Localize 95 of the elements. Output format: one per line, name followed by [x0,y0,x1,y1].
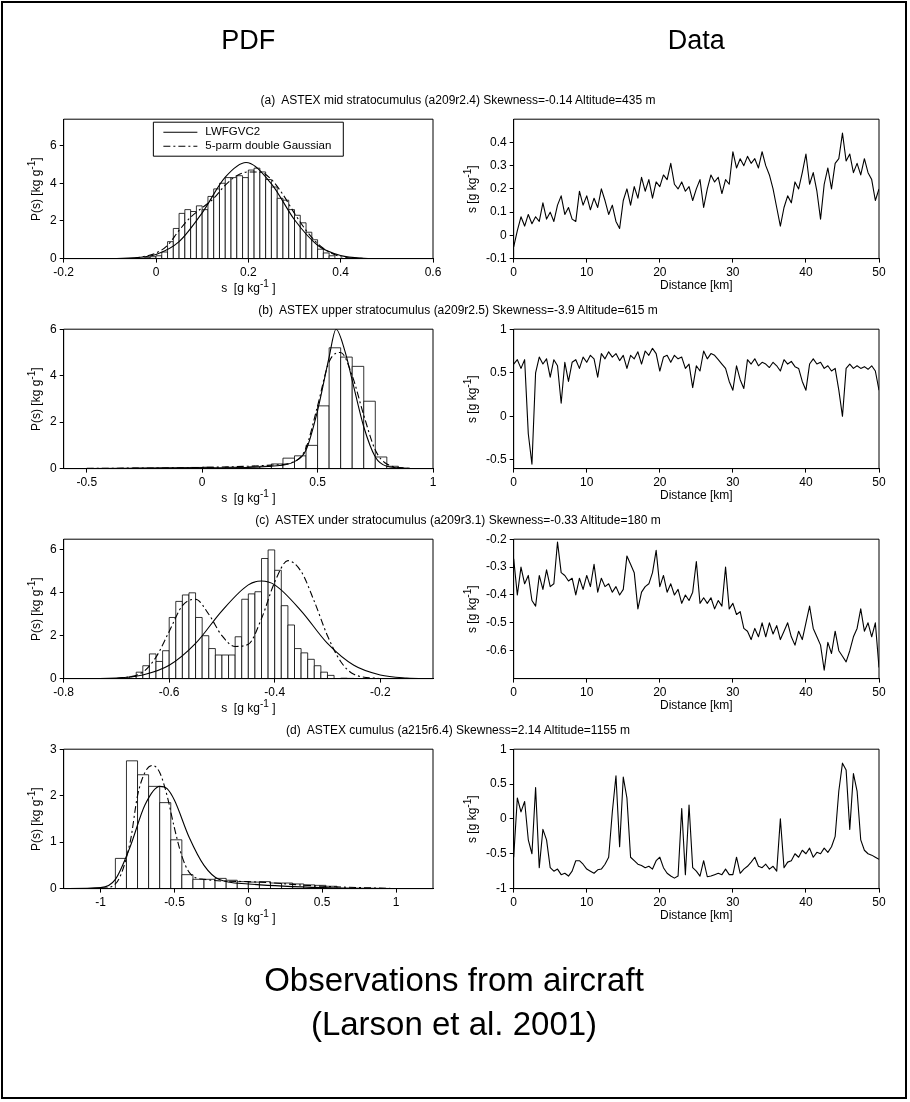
x-tick-label: 10 [580,475,594,490]
y-tick-label: 6 [49,542,57,557]
x-tick-label: 0.5 [309,475,327,490]
y-tick-label: 0.5 [489,365,507,380]
text: (a) ASTEX mid stratocumulus (a209r2.4) Skewness=-0.14 Altitude=435 m [259,93,657,107]
x-axis-title: s [g kg$^{-1}$ ] [220,697,277,715]
y-tick-label: 0.3 [489,157,507,172]
x-axis-title: Distance [km] [659,277,734,292]
x-tick-label: 0.2 [239,265,257,280]
x-tick-label: 0.5 [313,895,331,910]
x-tick-label: 30 [726,475,740,490]
x-tick-label: 40 [799,895,813,910]
y-tick-label: -0.4 [485,587,507,602]
y-tick-label: 4 [49,175,57,190]
text: (c) ASTEX under stratocumulus (a209r3.1) Skewness=-0.33 Altitude=180 m [254,513,662,527]
x-tick-label: 0 [510,685,518,700]
x-tick-label: -0.2 [369,685,391,700]
x-axis-title: Distance [km] [659,697,734,712]
x-tick-label: 20 [653,895,667,910]
x-tick-label: 0.6 [424,265,442,280]
y-tick-label: 0 [49,460,57,475]
y-tick-label: 1 [499,741,507,756]
y-tick-label: 4 [49,367,57,382]
x-tick-label: 30 [726,265,740,280]
x-tick-label: 20 [653,475,667,490]
x-tick-label: 30 [726,685,740,700]
x-tick-label: 10 [580,265,594,280]
x-tick-label: 10 [580,685,594,700]
y-tick-label: 0.5 [489,776,507,791]
legend-label: 5-parm double Gaussian [205,139,332,152]
y-tick-label: 2 [49,213,57,228]
x-tick-label: 40 [799,265,813,280]
x-tick-label: 0 [244,895,252,910]
y-tick-label: -0.6 [485,643,507,658]
chart-title: Data [666,25,726,56]
y-tick-label: 0.1 [489,204,507,219]
x-tick-label: 0 [510,895,518,910]
y-tick-label: 0.2 [489,181,507,196]
x-tick-label: 0.4 [332,265,350,280]
x-tick-label: -1 [95,895,107,910]
y-tick-label: 0 [49,670,57,685]
x-tick-label: 10 [580,895,594,910]
y-tick-label: 2 [49,414,57,429]
x-tick-label: -0.8 [53,685,75,700]
x-tick-label: 30 [726,895,740,910]
x-tick-label: 0 [510,265,518,280]
y-tick-label: 1 [499,321,507,336]
x-tick-label: -0.6 [158,685,180,700]
y-tick-label: 0.4 [489,134,507,149]
y-tick-label: 2 [49,787,57,802]
y-tick-label: -0.5 [485,846,507,861]
y-tick-label: 0 [49,250,57,265]
x-tick-label: 50 [872,685,886,700]
text: (d) ASTEX cumulus (a215r6.4) Skewness=2.14 Altitude=1155 m [285,723,631,737]
x-tick-label: 1 [392,895,400,910]
y-tick-label: 6 [49,137,57,152]
y-tick-label: 0 [499,408,507,423]
x-tick-label: 20 [653,265,667,280]
y-tick-label: -0.5 [485,452,507,467]
y-tick-label: -0.5 [485,615,507,630]
x-tick-label: 50 [872,895,886,910]
y-tick-label: -0.2 [485,531,507,546]
x-tick-label: -0.5 [164,895,186,910]
x-tick-label: 50 [872,265,886,280]
text: (b) ASTEX upper stratocumulus (a209r2.5) Skewness=-3.9 Altitude=615 m [257,303,659,317]
legend-label: LWFGVC2 [205,125,261,138]
x-tick-label: 50 [872,475,886,490]
x-axis-title: s [g kg$^{-1}$ ] [220,487,277,505]
y-tick-label: 0 [49,880,57,895]
x-axis-title: s [g kg$^{-1}$ ] [220,277,277,295]
y-tick-label: 4 [49,585,57,600]
y-tick-label: 3 [49,741,57,756]
x-axis-title: Distance [km] [659,487,734,502]
y-tick-label: 1 [49,834,57,849]
y-tick-label: 0 [499,227,507,242]
y-tick-label: 0 [499,811,507,826]
text: Observations from aircraft [263,960,645,1000]
x-axis-title: s [g kg$^{-1}$ ] [220,907,277,925]
y-tick-label: 6 [49,321,57,336]
x-tick-label: 0 [510,475,518,490]
x-axis-title: Distance [km] [659,907,734,922]
y-tick-label: -1 [496,880,507,895]
chart-title: PDF [220,25,277,56]
x-tick-label: 20 [653,685,667,700]
x-tick-label: 40 [799,475,813,490]
x-tick-label: 1 [429,475,437,490]
y-tick-label: -0.1 [485,250,507,265]
y-tick-label: -0.3 [485,559,507,574]
text: (Larson et al. 2001) [309,1004,599,1044]
x-tick-label: 0 [152,265,160,280]
x-tick-label: 0 [198,475,206,490]
x-tick-label: 40 [799,685,813,700]
y-tick-label: 2 [49,628,57,643]
x-tick-label: -0.5 [76,475,98,490]
x-tick-label: -0.4 [264,685,286,700]
